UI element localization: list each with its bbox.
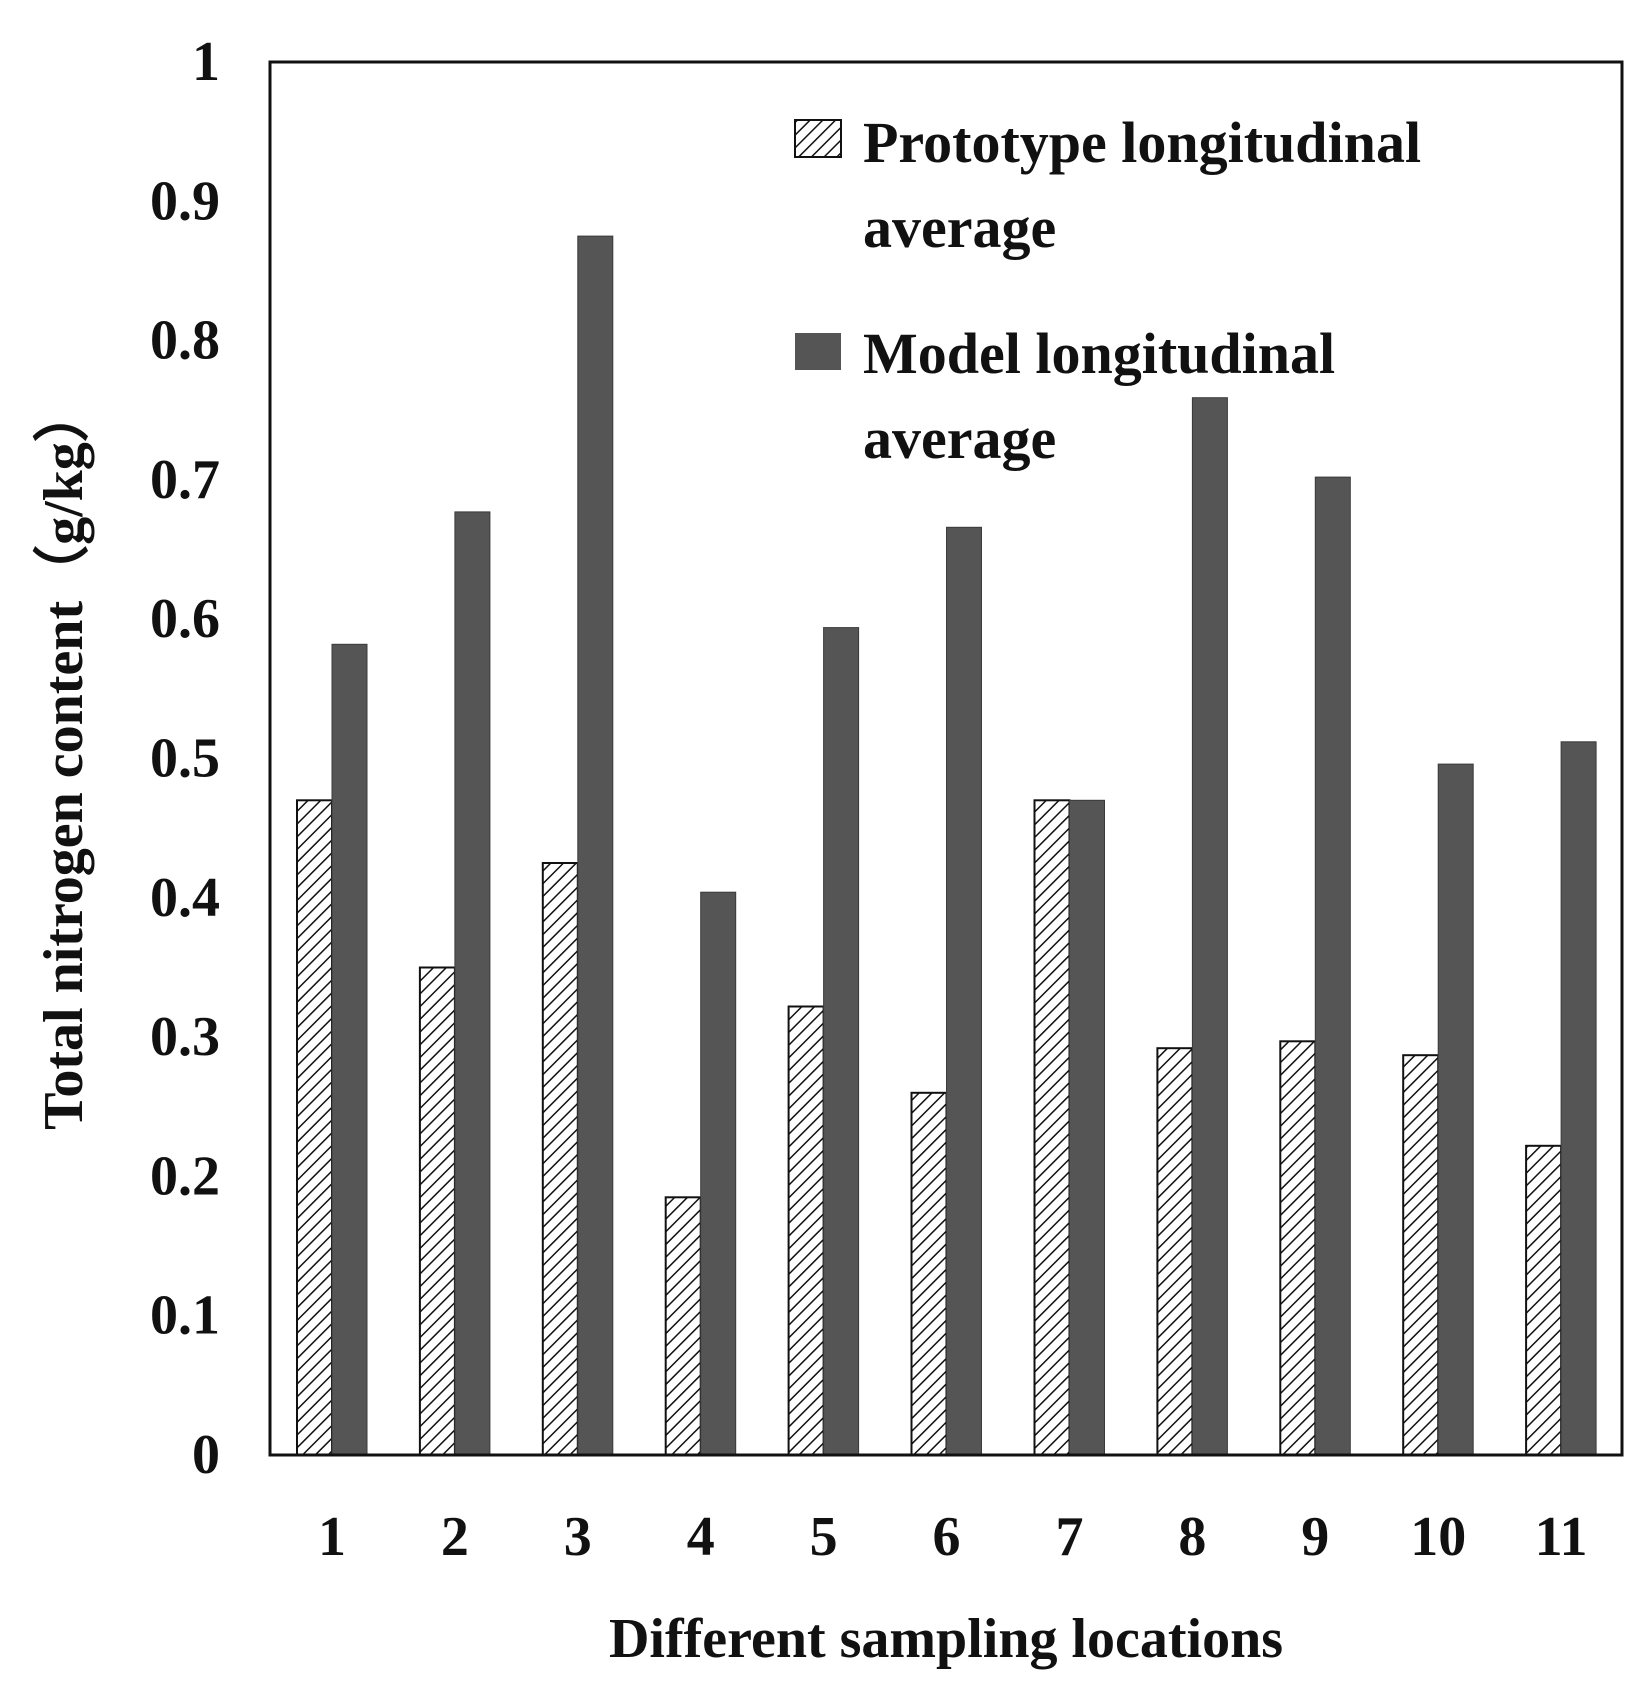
prototype-bar-3 [541,862,579,1456]
prototype-bar-10 [1402,1054,1440,1456]
y-tick-label-0.7: 0.7 [150,449,220,511]
prototype-bar-9 [1279,1040,1317,1457]
model-bar-1 [331,643,368,1456]
legend-label-model-line2: average [863,406,1056,471]
model-bar-5 [823,627,860,1456]
prototype-bar-8 [1156,1047,1194,1456]
x-tick-label-4: 4 [687,1506,715,1568]
x-tick-label-1: 1 [318,1506,346,1568]
x-tick-label-2: 2 [441,1506,469,1568]
legend-label-prototype-line2: average [863,195,1056,260]
x-axis-ticks: 1 2 3 4 5 6 7 8 9 10 11 [318,1506,1588,1568]
y-tick-label-0.2: 0.2 [150,1145,220,1207]
prototype-bar-1 [296,799,333,1456]
legend: Prototype longitudinal average Model lon… [794,110,1421,471]
y-tick-label-0.4: 0.4 [150,867,220,929]
prototype-bar-7 [1033,799,1071,1456]
model-bar-11 [1560,741,1597,1456]
prototype-bar-5 [787,1005,825,1456]
y-tick-label-0: 0 [192,1424,220,1486]
x-tick-label-7: 7 [1056,1506,1084,1568]
model-bar-2 [454,511,491,1456]
prototype-bar-11 [1525,1144,1563,1457]
bars-group [296,235,1597,1457]
x-tick-label-8: 8 [1178,1506,1206,1568]
y-tick-label-0.1: 0.1 [150,1285,220,1347]
y-tick-label-0.6: 0.6 [150,588,220,650]
x-tick-label-10: 10 [1410,1506,1466,1568]
x-tick-label-6: 6 [933,1506,961,1568]
model-bar-10 [1437,763,1474,1456]
model-bar-6 [946,526,982,1456]
y-tick-label-0.8: 0.8 [150,310,220,372]
y-tick-label-0.9: 0.9 [150,170,220,232]
x-axis-title: Different sampling locations [609,1608,1283,1670]
x-tick-label-11: 11 [1535,1506,1588,1568]
y-tick-label-1: 1 [192,31,220,93]
legend-swatch-prototype [794,119,842,158]
x-tick-label-5: 5 [810,1506,838,1568]
model-bar-9 [1314,476,1351,1456]
x-tick-label-9: 9 [1301,1506,1329,1568]
legend-label-prototype-line1: Prototype longitudinal [863,110,1421,175]
y-tick-label-0.3: 0.3 [150,1006,220,1068]
y-axis-title: Total nitrogen content（g/kg） [32,386,95,1130]
prototype-bar-2 [418,966,456,1456]
model-bar-8 [1191,397,1228,1456]
y-axis-ticks: 0 0.1 0.2 0.3 0.4 0.5 0.6 0.7 0.8 0.9 1 [150,31,220,1486]
plot-area-frame [268,60,1624,1457]
model-bar-7 [1069,799,1105,1456]
model-bar-4 [700,891,737,1456]
y-tick-label-0.5: 0.5 [150,728,220,790]
legend-label-model-line1: Model longitudinal [863,321,1335,386]
model-bar-3 [577,235,614,1456]
prototype-bar-6 [910,1091,948,1457]
prototype-bar-4 [664,1196,702,1457]
legend-swatch-model [795,333,841,370]
x-tick-label-3: 3 [564,1506,592,1568]
